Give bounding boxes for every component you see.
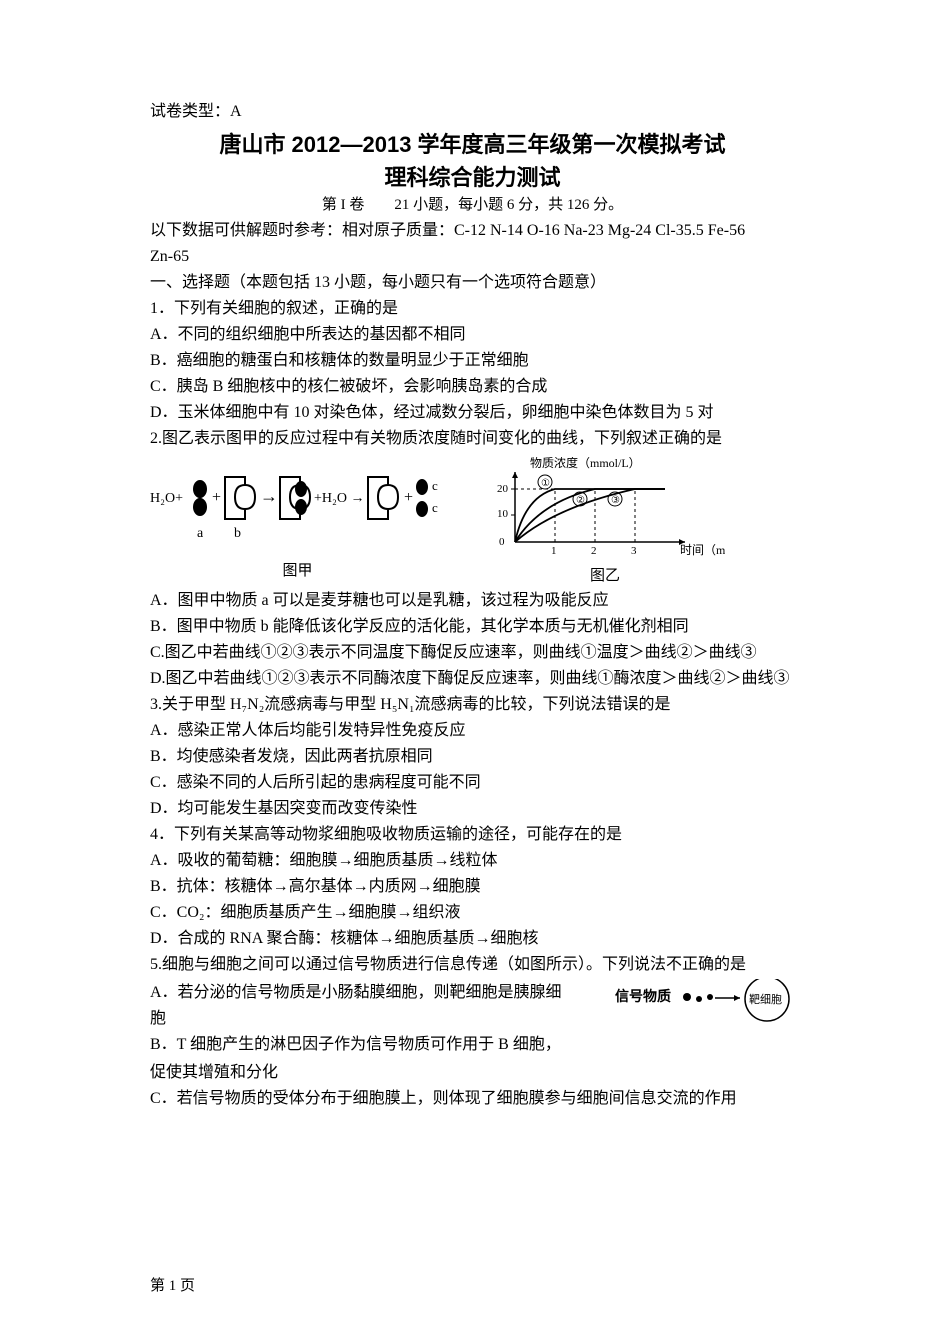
q1-B: B．癌细胞的糖蛋白和核糖体的数量明显少于正常细胞: [150, 349, 795, 373]
atomic-mass: 以下数据可供解题时参考：相对原子质量：C-12 N-14 O-16 Na-23 …: [150, 219, 795, 243]
figure-yi: 物质浓度（mmol/L） 0 10 20 1 2 3 ① ② ③ 时间（min）: [485, 457, 725, 588]
q1-D: D．玉米体细胞中有 10 对染色体，经过减数分裂后，卵细胞中染色体数目为 5 对: [150, 401, 795, 425]
svg-text:+: +: [212, 489, 221, 506]
q5-C: C．若信号物质的受体分布于细胞膜上，则体现了细胞膜参与细胞间信息交流的作用: [150, 1087, 795, 1111]
signal-label: 信号物质: [615, 988, 671, 1005]
q2-B: B．图甲中物质 b 能降低该化学反应的活化能，其化学本质与无机催化剂相同: [150, 615, 795, 639]
svg-text:②: ②: [576, 495, 585, 506]
svg-text:0: 0: [499, 536, 505, 548]
label-c1: c: [432, 478, 438, 493]
label-c2: c: [432, 500, 438, 515]
q5-B1: B．T 细胞产生的淋巴因子作为信号物质可作用于 B 细胞，: [150, 1033, 615, 1057]
svg-text:2: 2: [591, 545, 597, 557]
sub-header: 第 I 卷 21 小题，每小题 6 分，共 126 分。: [150, 194, 795, 217]
label-a: a: [197, 526, 204, 541]
fig-jia-caption: 图甲: [150, 560, 445, 583]
q5-stem: 5.细胞与细胞之间可以通过信号物质进行信息传递（如图所示）。下列说法不正确的是: [150, 953, 795, 977]
atomic-mass-2: Zn-65: [150, 245, 795, 269]
q3-stem: 3.关于甲型 H₇N₂流感病毒与甲型 H₅N₁流感病毒的比较，下列说法错误的是: [150, 693, 795, 717]
x-axis-label: 时间（min）: [680, 543, 725, 557]
q2-stem: 2.图乙表示图甲的反应过程中有关物质浓度随时间变化的曲线，下列叙述正确的是: [150, 427, 795, 451]
q5-A2: 胞: [150, 1007, 615, 1031]
q4-D: D．合成的 RNA 聚合酶：核糖体→细胞质基质→细胞核: [150, 927, 795, 951]
figure-jia: H₂O+ a + b → +H₂O → + c c 图甲: [150, 457, 445, 583]
q1-C: C．胰岛 B 细胞核中的核仁被破坏，会影响胰岛素的合成: [150, 375, 795, 399]
section-1: 一、选择题（本题包括 13 小题，每小题只有一个选项符合题意）: [150, 271, 795, 295]
svg-text:1: 1: [551, 545, 557, 557]
q4-C: C．CO₂：细胞质基质产生→细胞膜→组织液: [150, 901, 795, 925]
q1-A: A．不同的组织细胞中所表达的基因都不相同: [150, 323, 795, 347]
q3-A: A．感染正常人体后均能引发特异性免疫反应: [150, 719, 795, 743]
title-line-1: 唐山市 2012—2013 学年度高三年级第一次模拟考试: [150, 128, 795, 161]
svg-text:+: +: [404, 489, 413, 506]
page-number: 第 1 页: [150, 1275, 195, 1298]
svg-text:10: 10: [497, 508, 509, 520]
y-axis-label: 物质浓度（mmol/L）: [530, 457, 641, 470]
q2-figures: H₂O+ a + b → +H₂O → + c c 图甲 物质浓度（m: [150, 457, 795, 588]
q5-A-row: A．若分泌的信号物质是小肠黏膜细胞，则靶细胞是胰腺细 胞 B．T 细胞产生的淋巴…: [150, 979, 795, 1059]
q4-B: B．抗体：核糖体→高尔基体→内质网→细胞膜: [150, 875, 795, 899]
q3-B: B．均使感染者发烧，因此两者抗原相同: [150, 745, 795, 769]
q4-stem: 4．下列有关某高等动物浆细胞吸收物质运输的途径，可能存在的是: [150, 823, 795, 847]
h2o-in-text: H₂O+: [150, 491, 183, 506]
target-label: 靶细胞: [749, 993, 782, 1006]
svg-text:③: ③: [611, 495, 620, 506]
q2-C: C.图乙中若曲线①②③表示不同温度下酶促反应速率，则曲线①温度＞曲线②＞曲线③: [150, 641, 795, 665]
q5-B2: 促使其增殖和分化: [150, 1061, 795, 1085]
svg-text:3: 3: [631, 545, 637, 557]
q5-A1: A．若分泌的信号物质是小肠黏膜细胞，则靶细胞是胰腺细: [150, 981, 615, 1005]
svg-text:①: ①: [541, 478, 550, 489]
q2-D: D.图乙中若曲线①②③表示不同酶浓度下酶促反应速率，则曲线①酶浓度＞曲线②＞曲线…: [150, 667, 795, 691]
q3-D: D．均可能发生基因突变而改变传染性: [150, 797, 795, 821]
q2-A: A．图甲中物质 a 可以是麦芽糖也可以是乳糖，该过程为吸能反应: [150, 589, 795, 613]
label-b: b: [234, 526, 241, 541]
paper-type: 试卷类型：A: [150, 100, 795, 124]
svg-text:20: 20: [497, 483, 509, 495]
q1-stem: 1．下列有关细胞的叙述，正确的是: [150, 297, 795, 321]
title-line-2: 理科综合能力测试: [150, 161, 795, 194]
q3-C: C．感染不同的人后所引起的患病程度可能不同: [150, 771, 795, 795]
signal-inset: 信号物质 靶细胞: [615, 979, 795, 1037]
svg-text:→: →: [260, 486, 278, 506]
q4-A: A．吸收的葡萄糖：细胞膜→细胞质基质→线粒体: [150, 849, 795, 873]
svg-text:+H₂O →: +H₂O →: [314, 491, 365, 506]
fig-yi-caption: 图乙: [485, 565, 725, 588]
